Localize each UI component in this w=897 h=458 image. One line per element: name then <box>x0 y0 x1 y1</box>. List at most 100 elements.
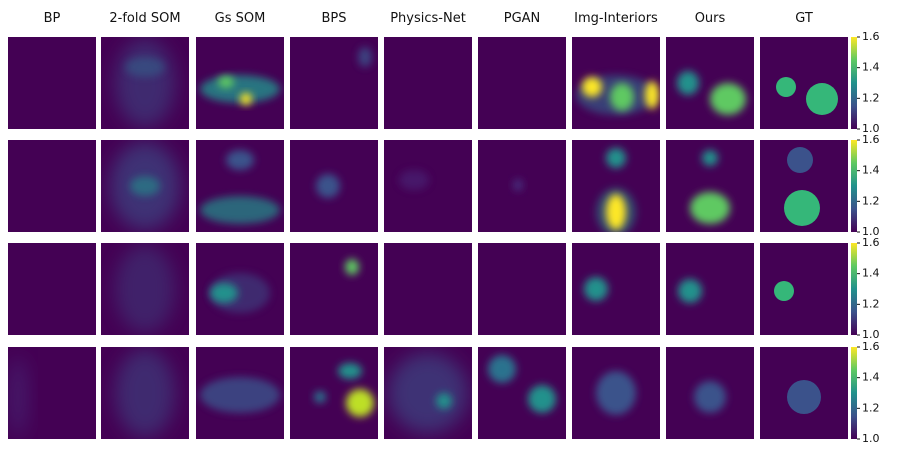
colorbar-tick-label: 1.4 <box>862 371 880 384</box>
reconstruction-blob <box>488 355 516 383</box>
reconstruction-blob <box>677 71 699 95</box>
result-image <box>384 347 472 439</box>
colorbar <box>851 37 857 129</box>
reconstruction-blob <box>8 357 28 437</box>
reconstruction-blob <box>346 389 374 417</box>
image-background <box>478 243 566 335</box>
reconstruction-blob <box>338 363 362 379</box>
result-image <box>666 347 754 439</box>
result-image <box>196 347 284 439</box>
column-header: BPS <box>321 11 346 26</box>
result-image <box>101 37 189 129</box>
colorbar-tick-label: 1.6 <box>862 236 880 249</box>
result-image <box>572 347 660 439</box>
result-image <box>8 140 96 232</box>
image-background <box>8 37 96 129</box>
result-image <box>666 37 754 129</box>
reconstruction-blob <box>240 93 252 105</box>
reconstruction-blob <box>345 259 359 275</box>
reconstruction-blob <box>606 194 626 230</box>
result-image <box>290 243 378 335</box>
image-background <box>760 243 848 335</box>
colorbar-tick-label: 1.4 <box>862 164 880 177</box>
column-header: 2-fold SOM <box>109 11 180 26</box>
reconstruction-blob <box>125 57 165 77</box>
reconstruction-blob <box>596 371 636 415</box>
reconstruction-blob <box>694 381 726 413</box>
result-image <box>478 140 566 232</box>
reconstruction-blob <box>218 76 234 88</box>
column-header: PGAN <box>504 11 541 26</box>
reconstruction-blob <box>678 279 702 303</box>
colorbar-tick-label: 1.2 <box>862 401 880 414</box>
result-image <box>760 140 848 232</box>
result-image <box>290 140 378 232</box>
reconstruction-blob <box>513 179 523 191</box>
reconstruction-blob <box>316 174 340 198</box>
reconstruction-blob <box>606 148 626 168</box>
colorbar-tick-label: 1.0 <box>862 225 880 238</box>
result-image <box>290 37 378 129</box>
reconstruction-blob <box>314 391 326 403</box>
column-header: Gs SOM <box>215 11 266 26</box>
result-image <box>384 243 472 335</box>
reconstruction-blob <box>226 150 254 170</box>
reconstruction-blob <box>787 380 821 414</box>
reconstruction-blob <box>776 77 796 97</box>
colorbar-tick-label: 1.6 <box>862 30 880 43</box>
reconstruction-blob <box>200 196 280 224</box>
column-header: Ours <box>695 11 726 26</box>
reconstruction-blob <box>210 283 238 303</box>
image-background <box>8 140 96 232</box>
result-image <box>572 37 660 129</box>
reconstruction-blob <box>645 81 659 109</box>
result-image <box>101 347 189 439</box>
image-background <box>760 37 848 129</box>
image-background <box>478 37 566 129</box>
result-image <box>8 37 96 129</box>
colorbar-tick-label: 1.2 <box>862 194 880 207</box>
reconstruction-blob <box>130 176 160 196</box>
reconstruction-blob <box>784 190 820 226</box>
reconstruction-blob <box>774 281 794 301</box>
column-header: BP <box>44 11 61 26</box>
reconstruction-blob <box>806 83 838 115</box>
column-header: Physics-Net <box>390 11 466 26</box>
result-image <box>666 243 754 335</box>
result-image <box>478 37 566 129</box>
reconstruction-blob <box>528 385 556 413</box>
result-image <box>8 347 96 439</box>
reconstruction-blob <box>787 147 813 173</box>
result-image <box>760 243 848 335</box>
reconstruction-blob <box>690 192 730 224</box>
reconstruction-blob <box>710 83 746 115</box>
colorbar-tick-label: 1.0 <box>862 122 880 135</box>
reconstruction-blob <box>200 377 280 413</box>
colorbar-tick-label: 1.0 <box>862 432 880 445</box>
image-background <box>290 243 378 335</box>
result-image <box>478 347 566 439</box>
result-image <box>196 243 284 335</box>
column-header: Img-Interiors <box>574 11 658 26</box>
result-image <box>478 243 566 335</box>
reconstruction-blob <box>358 47 372 67</box>
reconstruction-blob <box>115 349 175 437</box>
colorbar-tick-label: 1.4 <box>862 61 880 74</box>
result-image <box>290 347 378 439</box>
result-image <box>101 243 189 335</box>
reconstruction-blob <box>582 77 602 97</box>
image-background <box>384 37 472 129</box>
image-background <box>8 243 96 335</box>
result-image <box>666 140 754 232</box>
reconstruction-blob <box>702 150 718 166</box>
result-image <box>572 140 660 232</box>
result-image <box>384 37 472 129</box>
result-image <box>101 140 189 232</box>
result-image <box>572 243 660 335</box>
reconstruction-blob <box>610 83 634 111</box>
result-image <box>196 37 284 129</box>
column-header: GT <box>795 11 813 26</box>
colorbar-tick-label: 1.6 <box>862 340 880 353</box>
image-background <box>384 140 472 232</box>
